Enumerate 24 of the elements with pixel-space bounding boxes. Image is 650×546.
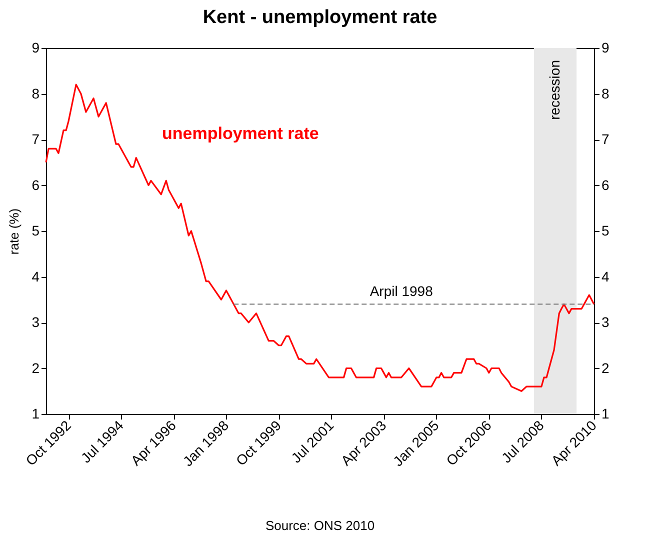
y2-tick-label: 2 xyxy=(602,360,610,376)
series-label: unemployment rate xyxy=(162,124,319,143)
y-tick-label: 7 xyxy=(32,131,40,147)
y-tick-label: 9 xyxy=(32,40,40,56)
chart-title: Kent - unemployment rate xyxy=(202,7,438,28)
y2-tick-label: 7 xyxy=(602,131,610,147)
y2-tick-label: 1 xyxy=(602,406,610,422)
y-tick-label: 2 xyxy=(32,360,40,376)
y2-tick-label: 5 xyxy=(602,222,610,238)
y2-tick-label: 4 xyxy=(602,268,610,284)
y-tick-label: 1 xyxy=(32,406,40,422)
y-tick-label: 8 xyxy=(32,85,40,102)
y-tick-label: 6 xyxy=(32,176,40,193)
y2-tick-label: 6 xyxy=(602,176,610,193)
y2-tick-label: 3 xyxy=(602,314,610,330)
annotation: Arpil 1998 xyxy=(370,283,434,300)
band-label: recession xyxy=(546,60,562,120)
source-note: Source: ONS 2010 xyxy=(265,518,375,533)
y-tick-label: 4 xyxy=(32,268,40,284)
y-axis-title: rate (%) xyxy=(6,208,22,255)
y-tick-label: 5 xyxy=(32,222,40,238)
y2-tick-label: 9 xyxy=(602,40,610,56)
y2-tick-label: 8 xyxy=(602,85,610,102)
y-tick-label: 3 xyxy=(32,314,40,330)
